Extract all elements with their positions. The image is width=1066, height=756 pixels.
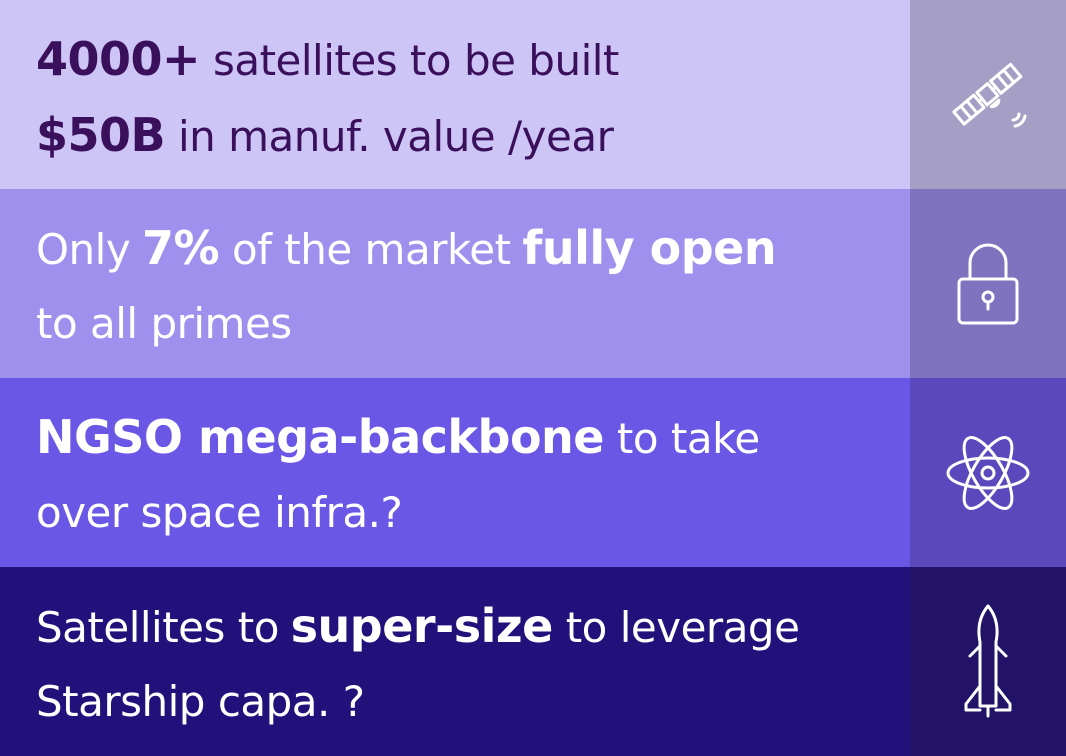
bold-text: fully open	[522, 221, 777, 275]
text: satellites to be built	[212, 36, 619, 85]
row-text: Only 7% of the market fully open to all prim…	[0, 189, 910, 378]
text-line: 4000+ satellites to be built	[36, 22, 910, 98]
text: Starship capa. ?	[36, 677, 365, 726]
text-line: over space infra.?	[36, 476, 910, 550]
bold-text: NGSO mega-backbone	[36, 410, 605, 464]
text: to leverage	[565, 603, 800, 652]
bold-text: 7%	[141, 221, 220, 275]
satellite-icon	[952, 62, 1027, 127]
icon-cell	[910, 378, 1066, 567]
row-text: 4000+ satellites to be built $50B in manuf.…	[0, 0, 910, 189]
icon-cell	[910, 567, 1066, 756]
text-line: to all primes	[36, 287, 910, 361]
text-line: Only 7% of the market fully open	[36, 211, 910, 287]
row: Only 7% of the market fully open to all prim…	[0, 189, 1066, 378]
text: Only	[36, 225, 131, 274]
text: over space infra.?	[36, 488, 403, 537]
row-text: NGSO mega-backbone to take over space infr…	[0, 378, 910, 567]
bold-text: 4000+	[36, 32, 201, 86]
row-text: Satellites to super-size to leverage Starsh…	[0, 567, 910, 756]
row: NGSO mega-backbone to take over space infr…	[0, 378, 1066, 567]
text-line: Starship capa. ?	[36, 665, 910, 739]
atom-icon	[946, 435, 1030, 510]
rocket-icon	[964, 604, 1012, 717]
icon-cell	[910, 0, 1066, 189]
row: 4000+ satellites to be built $50B in manuf.…	[0, 0, 1066, 189]
lock-icon	[957, 243, 1019, 324]
text-line: Satellites to super-size to leverage	[36, 589, 910, 665]
bold-text: super-size	[290, 599, 554, 653]
text: to all primes	[36, 299, 292, 348]
text: Satellites to	[36, 603, 279, 652]
text: to take	[616, 414, 760, 463]
text: of the market	[231, 225, 511, 274]
text: in manuf. value /year	[177, 112, 614, 161]
text-line: $50B in manuf. value /year	[36, 98, 910, 174]
bold-text: $50B	[36, 108, 166, 162]
icon-cell	[910, 189, 1066, 378]
row: Satellites to super-size to leverage Starsh…	[0, 567, 1066, 756]
text-line: NGSO mega-backbone to take	[36, 400, 910, 476]
